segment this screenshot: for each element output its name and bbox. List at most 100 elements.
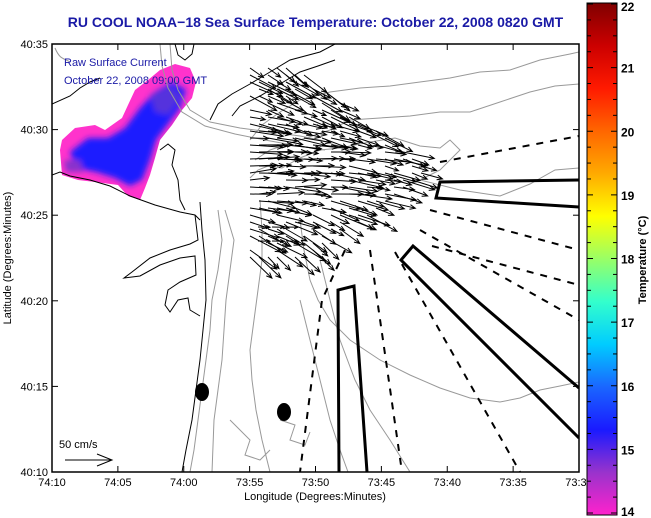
current-vector (384, 158, 405, 166)
current-vector (393, 186, 416, 192)
current-vector (348, 149, 372, 156)
x-tick-label: 73:35 (499, 477, 527, 489)
current-vector (267, 67, 282, 78)
current-vector (312, 88, 332, 99)
station-marker (277, 403, 291, 421)
x-tick-label: 73:45 (368, 477, 396, 489)
current-vector (285, 228, 308, 242)
current-vector (276, 137, 300, 143)
current-vector (276, 242, 309, 259)
current-vector (321, 95, 338, 106)
current-vector (271, 239, 286, 244)
current-vector (339, 221, 365, 237)
scale-arrow-label: 50 cm/s (59, 439, 98, 451)
current-vector (285, 207, 302, 214)
current-vector (303, 130, 328, 137)
current-vector (366, 200, 386, 208)
current-vector (276, 190, 306, 196)
current-vector (339, 109, 362, 120)
current-vector (257, 225, 272, 230)
radial-dashed-lines (299, 135, 579, 472)
x-tick-label: 74:00 (170, 477, 198, 489)
current-vector (294, 207, 313, 216)
current-vector (285, 225, 300, 230)
current-vector (267, 185, 284, 191)
y-axis-label: Latitude (Degrees:Minutes) (2, 192, 14, 325)
current-vector (411, 165, 430, 172)
current-vector (249, 166, 278, 174)
current-vector (276, 123, 301, 130)
current-vector (402, 179, 436, 191)
current-vector (330, 214, 351, 225)
current-vector (348, 165, 378, 175)
y-tick-label: 40:15 (20, 381, 48, 393)
current-vector (267, 109, 285, 118)
current-vector (357, 130, 378, 139)
current-vector (321, 242, 340, 261)
current-vector (357, 207, 379, 216)
footprint-polygon-southeast (398, 243, 579, 440)
current-vector (267, 221, 291, 230)
current-vector (285, 163, 307, 170)
current-vector (257, 239, 272, 244)
current-vector (330, 95, 348, 109)
current-vector (303, 256, 322, 273)
y-tick-label: 40:10 (20, 467, 48, 479)
current-vector (330, 184, 349, 190)
current-vector (330, 130, 346, 138)
scale-arrow-icon (65, 453, 114, 467)
current-vector (249, 214, 277, 224)
current-vector (357, 179, 387, 187)
current-vector (294, 172, 332, 179)
current-vector (294, 95, 317, 109)
current-vectors (249, 67, 444, 279)
legend-line-1: Raw Surface Current (64, 57, 167, 69)
current-vector (285, 221, 319, 236)
current-vector (267, 142, 289, 149)
current-vector (357, 221, 378, 231)
current-vector (303, 200, 326, 207)
x-tick-label: 74:10 (38, 477, 66, 489)
footprint-polygons (336, 178, 579, 472)
x-tick-label: 73:30 (565, 477, 593, 489)
current-vector (267, 74, 285, 86)
colorbar-tick-label: 22 (621, 0, 635, 14)
current-vector (303, 123, 324, 130)
current-vector (285, 239, 300, 244)
current-vector (294, 256, 315, 276)
current-vector (249, 116, 267, 122)
current-vector (330, 172, 367, 182)
current-vector (312, 242, 329, 257)
current-vector (375, 207, 396, 216)
current-vector (258, 207, 280, 214)
current-vector (294, 81, 320, 97)
x-tick-label: 73:50 (302, 477, 330, 489)
current-vector (258, 189, 277, 196)
current-vector (357, 123, 390, 137)
current-vector (312, 249, 336, 272)
current-vector (249, 249, 278, 270)
x-axis: 74:10 74:05 74:00 73:55 73:50 73:45 73:40 73:35… (38, 44, 593, 489)
current-vector (312, 95, 344, 113)
current-vector (294, 144, 322, 152)
current-vector (258, 88, 275, 96)
current-vector (393, 179, 413, 187)
current-vector (357, 193, 394, 201)
current-vector (384, 151, 408, 157)
current-vector (348, 214, 379, 226)
current-vector (267, 242, 289, 253)
colorbar-tick-label: 14 (621, 505, 635, 518)
current-vector (276, 214, 306, 223)
current-vector (249, 256, 273, 279)
current-vector (321, 235, 353, 254)
current-vector (330, 123, 360, 134)
current-vector (366, 214, 399, 233)
current-vector (402, 186, 429, 197)
colorbar-tick-label: 17 (621, 316, 635, 330)
colorbar-tick-label: 20 (621, 125, 635, 139)
current-vector (303, 221, 322, 229)
current-vector (249, 67, 265, 79)
station-marker (195, 383, 209, 401)
y-tick-label: 40:35 (20, 39, 48, 51)
